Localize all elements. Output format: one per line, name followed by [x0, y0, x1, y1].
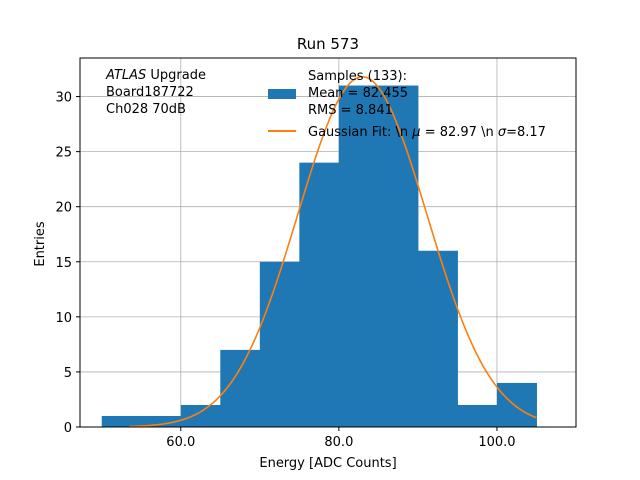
y-tick-label-2: 10 — [55, 311, 72, 326]
axes-frame — [79, 57, 577, 428]
histogram-bar-9 — [457, 404, 498, 427]
gaussian-fit-line — [129, 75, 537, 428]
legend-mean: Mean = 82.455 — [308, 86, 408, 101]
annotation-line-1: ATLAS Upgrade — [105, 68, 206, 83]
legend-samples-title: Samples (133): — [308, 69, 407, 84]
chart-title: Run 573 — [297, 35, 359, 53]
legend-fit-suffix: =8.17 — [506, 125, 546, 140]
histogram-bar-1 — [141, 415, 182, 427]
x-axis-ticks: 60.0 80.0 100.0 — [166, 427, 516, 450]
x-axis-label: Energy [ADC Counts] — [259, 456, 396, 471]
legend-fit-mid: = 82.97 \n — [421, 125, 498, 140]
legend-fit-prefix: Gaussian Fit: \n — [308, 125, 412, 140]
y-tick-label-3: 15 — [55, 256, 72, 271]
annotation-atlas-label: ATLAS — [105, 68, 146, 83]
x-tick-label-1: 80.0 — [324, 435, 353, 450]
legend-fit-mu-symbol: μ — [411, 125, 420, 140]
histogram-bar-10 — [496, 382, 537, 427]
legend-fit-sigma-symbol: σ — [498, 125, 507, 140]
y-tick-label-5: 25 — [55, 146, 72, 161]
annotation-line-2: Board187722 — [106, 85, 194, 100]
gaussian-fit-curve — [129, 75, 537, 428]
annotation-line-3: Ch028 70dB — [106, 102, 186, 117]
histogram-bar-5 — [299, 162, 340, 427]
histogram-bar-8 — [417, 250, 458, 427]
y-axis-label: Entries — [33, 221, 48, 267]
annotation-upgrade-label: Upgrade — [146, 68, 206, 83]
legend-fit-label: Gaussian Fit: \n μ = 82.97 \n σ=8.17 — [308, 125, 546, 140]
histogram-bar-7 — [378, 85, 419, 427]
legend: Samples (133): Mean = 82.455 RMS = 8.841… — [268, 69, 546, 140]
atlas-annotation: ATLAS Upgrade Board187722 Ch028 70dB — [105, 68, 206, 117]
x-tick-label-0: 60.0 — [166, 435, 195, 450]
y-tick-label-6: 30 — [55, 91, 72, 106]
y-tick-label-0: 0 — [64, 421, 72, 436]
y-tick-label-4: 20 — [55, 201, 72, 216]
histogram-bars — [101, 85, 537, 427]
histogram-bar-2 — [180, 404, 221, 427]
legend-histogram-swatch — [268, 89, 296, 99]
histogram-bar-6 — [338, 85, 379, 427]
histogram-bar-0 — [101, 415, 142, 427]
x-tick-label-2: 100.0 — [478, 435, 515, 450]
histogram-bar-4 — [259, 261, 300, 427]
y-tick-label-1: 5 — [64, 366, 72, 381]
legend-rms: RMS = 8.841 — [308, 103, 393, 118]
y-axis-ticks: 0 5 10 15 20 25 30 — [55, 91, 80, 436]
